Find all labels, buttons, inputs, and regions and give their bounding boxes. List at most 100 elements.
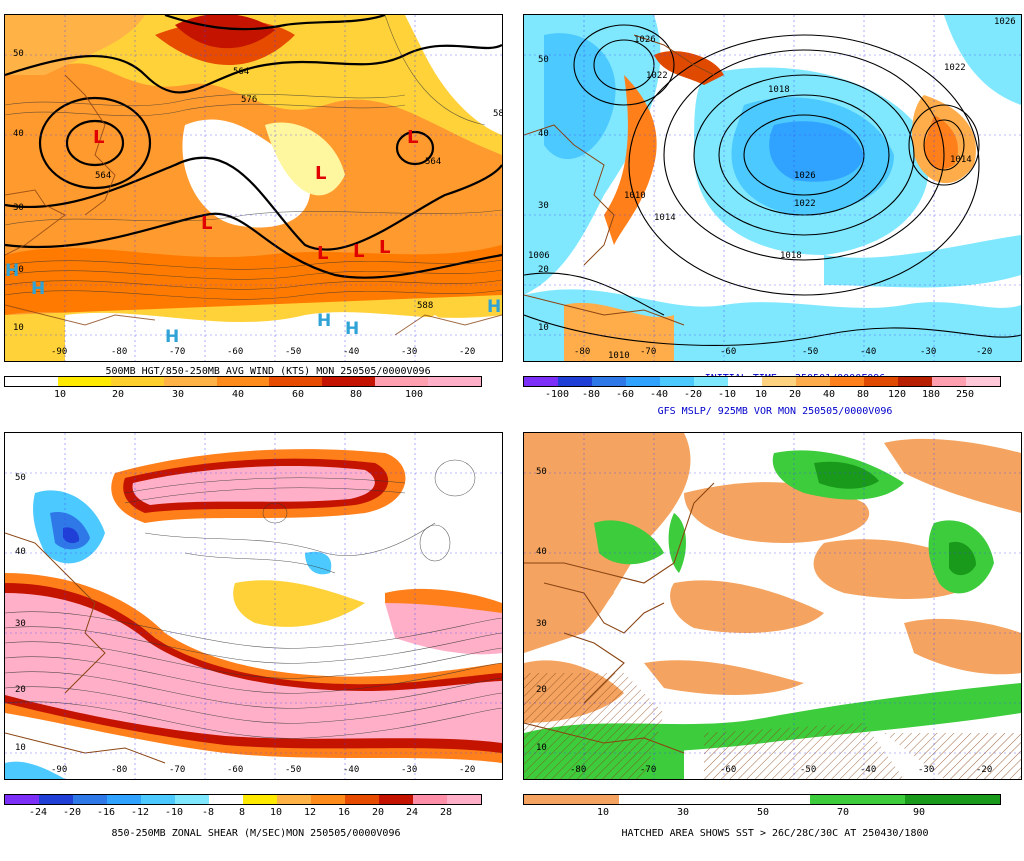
colorbar: [4, 794, 482, 805]
colorbar-tick: -60: [615, 389, 635, 400]
lon-label: -40: [343, 765, 360, 775]
colorbar-swatch: [762, 377, 796, 386]
colorbar: [523, 376, 1001, 387]
colorbar-ticks: 10 30 50 70 90: [523, 807, 999, 819]
lon-label: -40: [343, 347, 360, 357]
lon-label: -90: [51, 347, 68, 357]
colorbar-tick: -10: [164, 807, 184, 818]
high-pressure-symbol: H: [5, 261, 20, 281]
map-mslp-vorticity: 50 40 30 20 10 -80 -70 -60 -50 -40 -30 -…: [523, 14, 1022, 362]
lon-label: -60: [227, 765, 244, 775]
map-500mb-height-wind: 50 40 30 20 10 -90 -80 -70 -60 -50 -40 -…: [4, 14, 503, 362]
low-pressure-symbol: L: [93, 127, 105, 148]
isobar-label: 1022: [794, 199, 816, 209]
lon-label: -40: [860, 765, 877, 775]
lat-label: 20: [13, 265, 24, 275]
colorbar-swatch: [375, 377, 429, 386]
colorbar-swatch: [524, 795, 620, 804]
isobar-label: 1022: [944, 63, 966, 73]
colorbar-swatch: [107, 795, 141, 804]
panel-500mb-height-wind: 50 40 30 20 10 -90 -80 -70 -60 -50 -40 -…: [0, 0, 512, 409]
lat-label: 50: [13, 49, 24, 59]
contour-label: 564: [233, 67, 250, 77]
colorbar-swatch: [379, 795, 413, 804]
low-pressure-symbol: L: [379, 237, 391, 258]
panel-mslp-vorticity: 50 40 30 20 10 -80 -70 -60 -50 -40 -30 -…: [519, 0, 1024, 417]
colorbar-tick: 120: [887, 389, 907, 400]
lon-label: -80: [111, 765, 128, 775]
colorbar-swatch: [39, 795, 73, 804]
lon-label: -70: [169, 347, 186, 357]
lat-label: 40: [536, 547, 547, 557]
colorbar-tick: 10: [754, 389, 768, 400]
low-pressure-symbol: L: [317, 243, 329, 264]
map-shear: 50 40 30 20 10 -90 -80 -70 -60 -50 -40 -…: [4, 432, 503, 780]
colorbar-swatch: [322, 377, 376, 386]
lat-label: 10: [13, 323, 24, 333]
panel-title-line: 500MB HGT/850-250MB AVG WIND (KTS) MON 2…: [105, 366, 431, 377]
colorbar-swatch: [619, 795, 715, 804]
lon-label: -30: [918, 765, 935, 775]
colorbar-tick: 28: [439, 807, 453, 818]
lat-label: 50: [15, 473, 26, 483]
lon-label: -50: [285, 347, 302, 357]
lat-label: 20: [15, 685, 26, 695]
colorbar-tick: 100: [404, 389, 424, 400]
colorbar-swatch: [5, 377, 58, 386]
colorbar-tick: 30: [171, 389, 185, 400]
colorbar-swatch: [830, 377, 864, 386]
colorbar-ticks: -24 -20 -16 -12 -10 -8 8 10 12 16 20 24 …: [4, 807, 480, 819]
low-pressure-symbol: L: [407, 127, 419, 148]
colorbar-swatch: [57, 377, 111, 386]
lat-label: 40: [15, 547, 26, 557]
colorbar-tick: -20: [62, 807, 82, 818]
colorbar-tick: 24: [405, 807, 419, 818]
colorbar-tick: 20: [371, 807, 385, 818]
shear-field: [5, 433, 502, 779]
colorbar-tick: 90: [912, 807, 926, 818]
colorbar-swatch: [110, 377, 164, 386]
lon-label: -40: [860, 347, 877, 357]
lon-label: -60: [720, 765, 737, 775]
colorbar-tick: 16: [337, 807, 351, 818]
colorbar-swatch: [694, 377, 728, 386]
high-pressure-symbol: H: [165, 327, 180, 347]
isobar-label: 1014: [950, 155, 972, 165]
lat-label: 20: [536, 685, 547, 695]
lat-label: 10: [15, 743, 26, 753]
panel-title-line: HATCHED AREA SHOWS SST > 26C/28C/30C AT …: [621, 828, 929, 839]
colorbar-tick: -16: [96, 807, 116, 818]
lon-label: -70: [640, 347, 657, 357]
colorbar-swatch: [216, 377, 270, 386]
isobar-label: 1026: [994, 17, 1016, 27]
colorbar-swatch: [592, 377, 626, 386]
isobar-label: 1006: [528, 251, 550, 261]
vorticity-field: [524, 15, 1021, 361]
lon-label: -70: [169, 765, 186, 775]
colorbar: [523, 794, 1001, 805]
isobar-label: 1014: [654, 213, 676, 223]
lon-label: -20: [976, 765, 993, 775]
colorbar-swatch: [5, 795, 39, 804]
colorbar-tick: -40: [649, 389, 669, 400]
colorbar-tick: 20: [788, 389, 802, 400]
colorbar-swatch: [728, 377, 762, 386]
contour-label: 564: [425, 157, 442, 167]
isobar-label: 1010: [624, 191, 646, 201]
lat-label: 30: [13, 203, 24, 213]
lat-label: 10: [538, 323, 549, 333]
colorbar-tick: -24: [28, 807, 48, 818]
colorbar-swatch: [311, 795, 345, 804]
colorbar-tick: 12: [303, 807, 317, 818]
lat-label: 50: [538, 55, 549, 65]
panel-shear: 50 40 30 20 10 -90 -80 -70 -60 -50 -40 -…: [0, 418, 512, 839]
colorbar-swatch: [428, 377, 482, 386]
colorbar-tick: 40: [231, 389, 245, 400]
colorbar-swatch: [558, 377, 592, 386]
isobar-label: 1010: [608, 351, 630, 361]
panel-title: 500MB HGT/850-250MB AVG WIND (KTS) MON 2…: [0, 355, 512, 388]
colorbar-swatch: [209, 795, 243, 804]
lat-label: 40: [13, 129, 24, 139]
colorbar-swatch: [904, 795, 1001, 804]
colorbar-tick: -12: [130, 807, 150, 818]
